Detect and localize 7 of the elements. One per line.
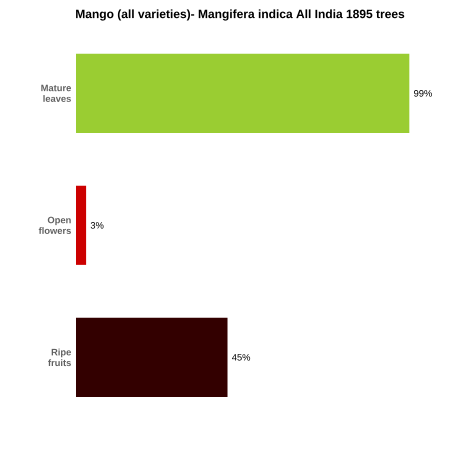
chart-title: Mango (all varieties)- Mangifera indica All India 1895 trees <box>76 9 404 21</box>
y-tick-label: Ripe fruits <box>48 348 71 366</box>
data-label: 45% <box>232 354 250 361</box>
data-label: 99% <box>414 90 432 97</box>
y-tick-label: Mature leaves <box>41 84 71 102</box>
y-tick-label: Open flowers <box>38 216 71 234</box>
data-label: 3% <box>90 222 104 229</box>
